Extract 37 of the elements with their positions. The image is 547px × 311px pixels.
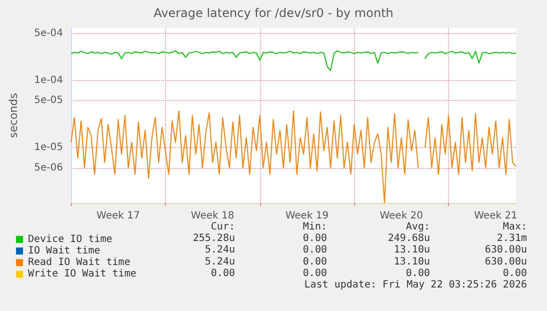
x-tick-label: Week 17 (96, 210, 140, 222)
text: 5.24u (204, 256, 235, 268)
text: Avg: (406, 222, 430, 232)
text: 0.00 (302, 233, 327, 244)
legend-label: Device IO time (28, 234, 112, 245)
text: 0.00 (302, 268, 327, 279)
text: Max: (502, 222, 527, 232)
y-tick-label: 5e-06 (34, 162, 63, 174)
x-tick-label: Week 20 (380, 210, 424, 222)
legend-label: IO Wait time (28, 246, 100, 256)
text: 249.68u (388, 233, 430, 244)
text: 0.00 (302, 256, 327, 268)
text: 630.00u (484, 244, 527, 256)
text: Last update: Fri May 22 03:25:26 2026 (304, 280, 528, 290)
y-axis-title: seconds (7, 92, 20, 138)
x-tick-label: Week 18 (190, 210, 234, 222)
text: 0.00 (210, 268, 235, 279)
chart-title: Average latency for /dev/sr0 - by month (154, 6, 394, 20)
y-tick-label: 1e-05 (34, 142, 63, 154)
text: 5.24u (204, 244, 235, 256)
text: 13.10u (394, 256, 430, 268)
x-tick-label: Week 19 (285, 210, 329, 222)
legend-label: Read IO Wait time (28, 257, 130, 268)
text: 13.10u (394, 244, 430, 256)
text: Min: (302, 222, 327, 232)
text: Cur: (210, 222, 235, 232)
text: 255.28u (192, 233, 235, 244)
text: 0.00 (302, 244, 327, 256)
y-tick-label: 5e-05 (34, 95, 63, 106)
text: 630.00u (484, 256, 527, 268)
text: 2.31m (496, 233, 527, 244)
x-tick-label: Week 21 (474, 210, 518, 222)
text: 0.00 (406, 268, 430, 279)
legend-label: Write IO Wait time (28, 268, 136, 280)
y-tick-label: 1e-04 (34, 74, 63, 86)
text: 0.00 (502, 268, 527, 279)
y-tick-label: 5e-04 (34, 28, 63, 39)
